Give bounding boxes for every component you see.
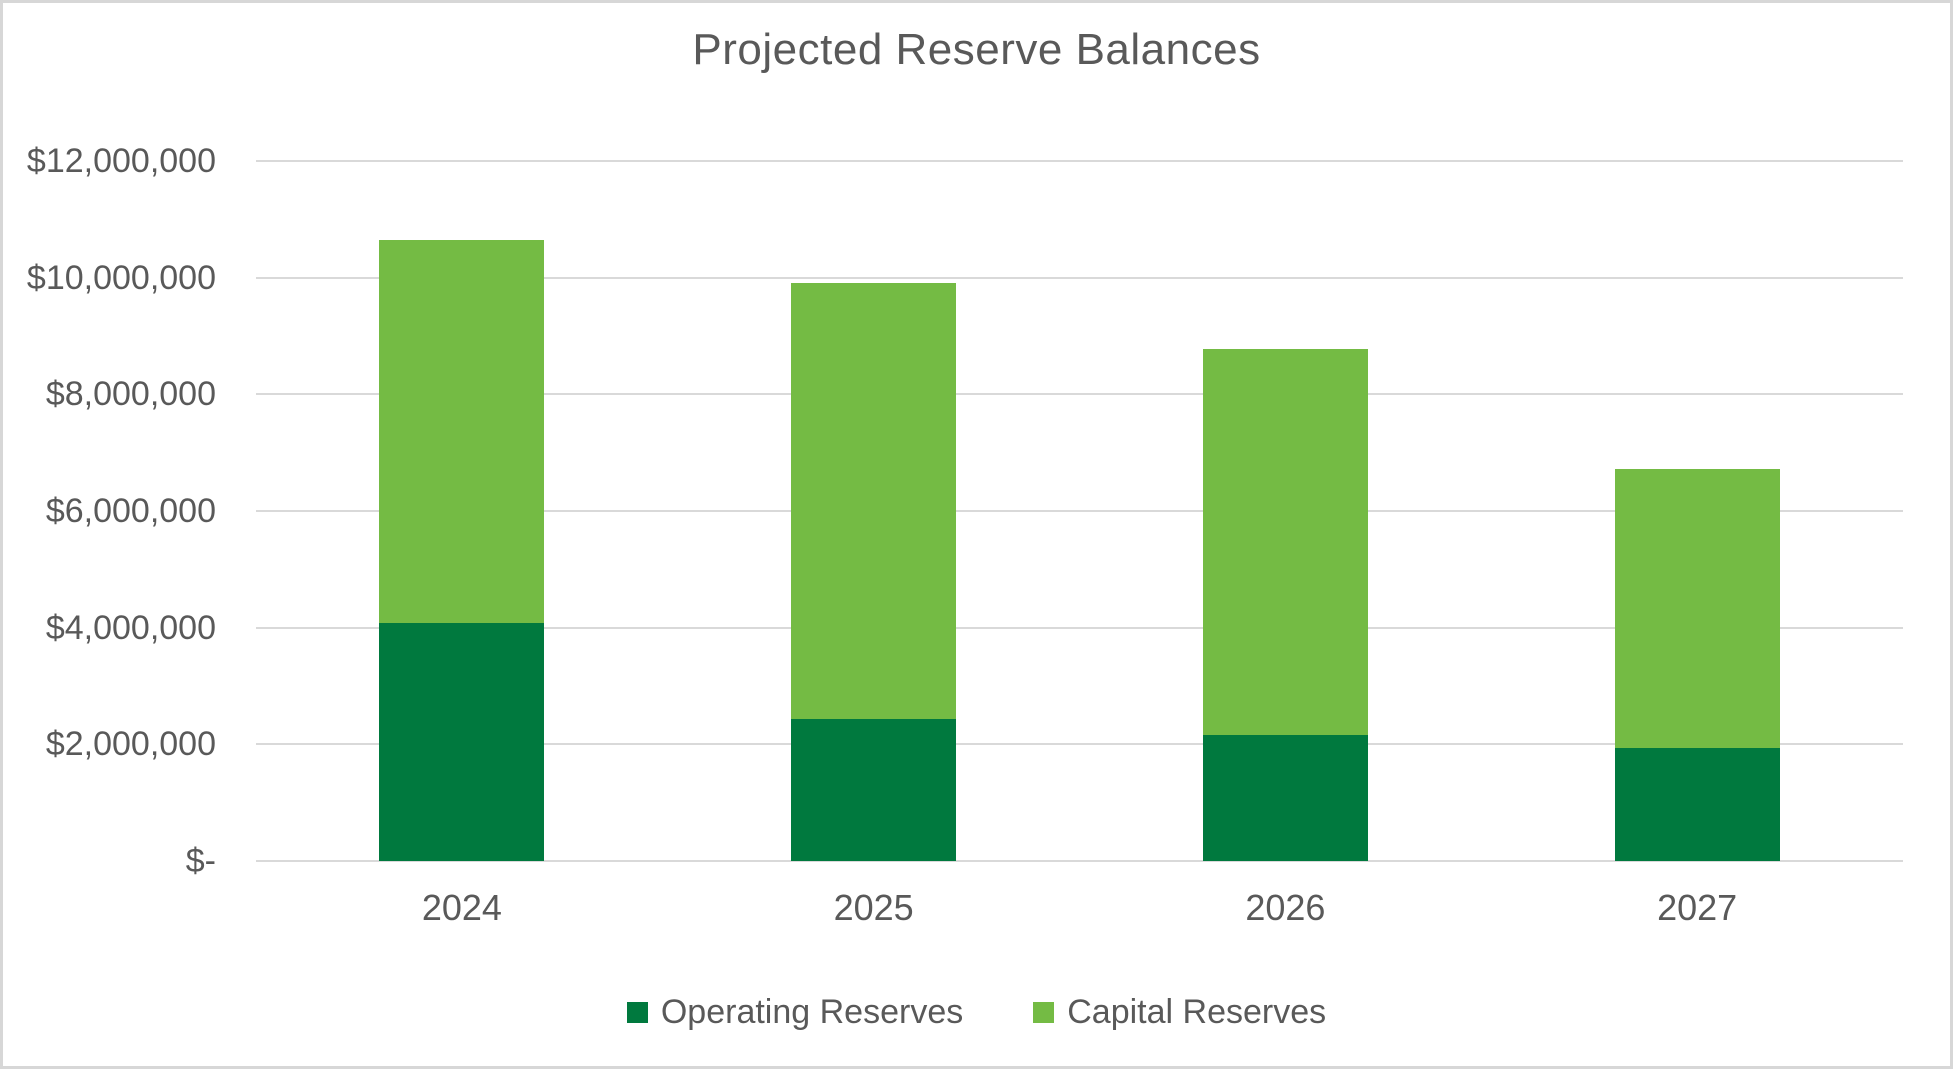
gridline: [256, 160, 1903, 162]
bar-2027-operating-reserves: [1614, 747, 1780, 861]
gridline: [256, 743, 1903, 746]
y-tick-label: $2,000,000: [45, 725, 216, 764]
y-tick-label: $12,000,000: [26, 142, 216, 180]
bar-2025-capital-reserves: [791, 282, 957, 719]
y-tick-label: $6,000,000: [45, 492, 216, 530]
legend: Operating Reserves Capital Reserves: [3, 993, 1950, 1032]
y-tick-label: $8,000,000: [45, 375, 216, 414]
bar-2027-capital-reserves: [1614, 469, 1780, 748]
legend-label: Capital Reserves: [1067, 993, 1327, 1031]
bar-2025-operating-reserves: [791, 718, 957, 861]
y-tick-label: $-: [185, 842, 216, 880]
gridline: [256, 510, 1903, 512]
legend-item-operating-reserves: Operating Reserves: [626, 993, 964, 1032]
legend-label: Operating Reserves: [660, 993, 964, 1031]
gridline: [256, 393, 1903, 396]
y-tick-label: $4,000,000: [45, 608, 216, 647]
legend-swatch-icon: [626, 1002, 648, 1023]
gridline: [256, 626, 1903, 629]
x-tick-label: 2026: [1245, 887, 1326, 928]
chart-title: Projected Reserve Balances: [692, 25, 1261, 74]
bar-2026-capital-reserves: [1202, 349, 1368, 735]
bar-2026-operating-reserves: [1202, 735, 1368, 861]
bar-2024-operating-reserves: [379, 623, 545, 861]
gridline: [256, 276, 1903, 279]
x-tick-label: 2025: [833, 887, 914, 928]
legend-swatch-icon: [1033, 1002, 1055, 1023]
x-tick-label: 2027: [1657, 887, 1738, 928]
y-tick-label: $10,000,000: [26, 258, 216, 297]
legend-item-capital-reserves: Capital Reserves: [1033, 993, 1326, 1032]
bar-2024-capital-reserves: [379, 239, 545, 624]
x-tick-label: 2024: [421, 887, 502, 928]
gridline: [256, 860, 1903, 862]
